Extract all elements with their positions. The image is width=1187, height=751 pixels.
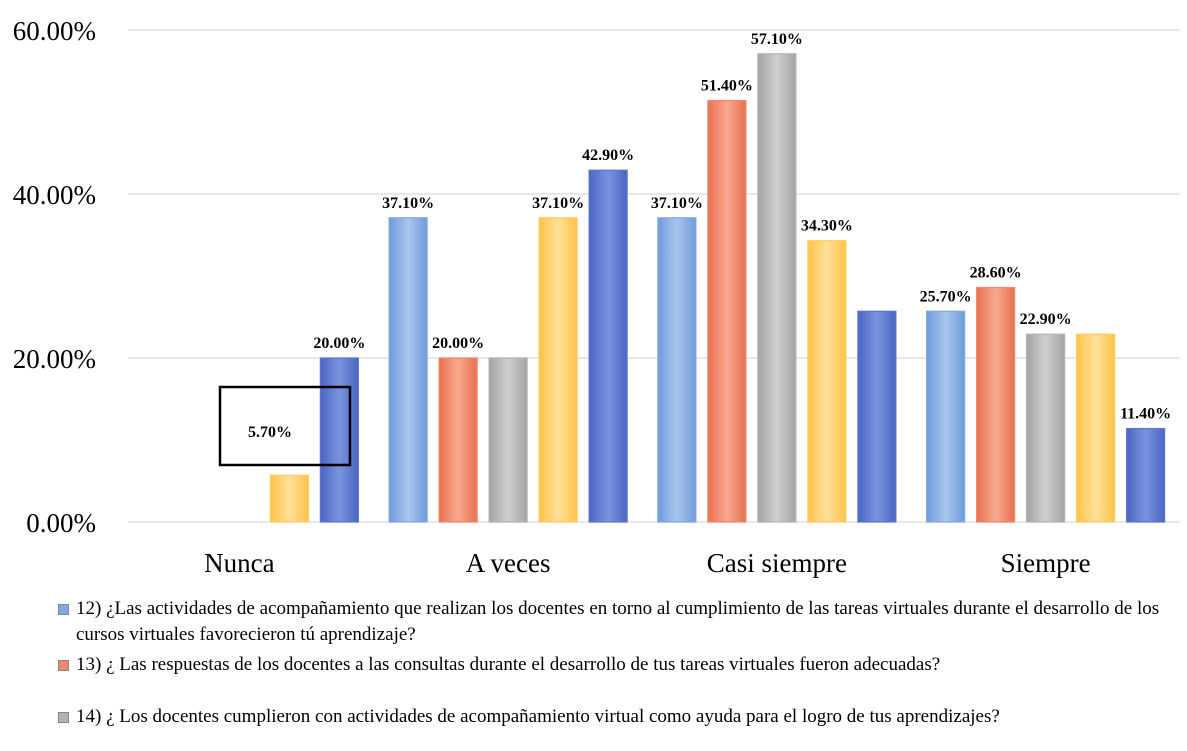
data-label: 20.00%	[313, 335, 365, 352]
data-label: 34.30%	[801, 218, 853, 235]
x-tick-label: Nunca	[204, 548, 274, 578]
legend-label-14: 14) ¿ Los docentes cumplieron con activi…	[76, 706, 1000, 727]
bar	[269, 474, 309, 523]
gridlines	[128, 29, 1180, 523]
y-tick-label: 60.00%	[13, 16, 96, 46]
bar	[1126, 427, 1166, 523]
bars	[269, 53, 1166, 523]
bar	[807, 240, 847, 523]
bar	[538, 217, 578, 523]
data-label: 51.40%	[701, 78, 753, 95]
legend-label-12: 12) ¿Las actividades de acompañamiento q…	[76, 598, 1160, 645]
x-tick-label: A veces	[466, 548, 551, 578]
bar	[857, 310, 897, 523]
bar-chart: 0.00% 20.00% 40.00% 60.00% 5.70% 20.00% 37.10…	[13, 16, 1180, 578]
data-label: 5.70%	[248, 424, 292, 441]
bar	[388, 217, 428, 523]
bar	[657, 217, 697, 523]
data-label: 11.40%	[1120, 406, 1171, 423]
y-tick-label: 20.00%	[13, 344, 96, 374]
legend-item-14: 14) ¿ Los docentes cumplieron con activi…	[56, 704, 1176, 730]
data-label: 25.70%	[920, 288, 972, 305]
legend-item-13: 13) ¿ Las respuestas de los docentes a l…	[56, 652, 1176, 678]
y-tick-label: 40.00%	[13, 180, 96, 210]
legend-swatch-12	[58, 604, 69, 615]
data-label: 57.10%	[751, 31, 803, 48]
bar	[319, 357, 359, 523]
legend-item-12: 12) ¿Las actividades de acompañamiento q…	[56, 596, 1176, 648]
legend-swatch-14	[58, 712, 69, 723]
legend-label-13: 13) ¿ Las respuestas de los docentes a l…	[76, 654, 941, 675]
x-axis-ticks: Nunca A veces Casi siempre Siempre	[204, 548, 1090, 578]
data-label: 28.60%	[970, 264, 1022, 281]
data-label: 37.10%	[532, 195, 584, 212]
legend: 12) ¿Las actividades de acompañamiento q…	[56, 596, 1176, 734]
data-labels: 5.70% 20.00% 37.10% 20.00% 37.10% 42.90% 37.10…	[248, 31, 1171, 441]
bar	[1076, 333, 1116, 523]
x-tick-label: Casi siempre	[707, 548, 847, 578]
highlight-box	[218, 385, 352, 467]
data-label: 37.10%	[382, 195, 434, 212]
bar	[438, 357, 478, 523]
data-label: 42.90%	[582, 147, 634, 164]
bar	[976, 286, 1016, 523]
bar	[588, 169, 628, 523]
data-label: 20.00%	[432, 335, 484, 352]
data-label: 37.10%	[651, 195, 703, 212]
bar	[1026, 333, 1066, 523]
x-tick-label: Siempre	[1001, 548, 1091, 578]
bar	[707, 99, 747, 523]
bar	[926, 310, 966, 523]
y-axis-ticks: 0.00% 20.00% 40.00% 60.00%	[13, 16, 96, 538]
legend-swatch-13	[58, 660, 69, 671]
bar	[757, 53, 797, 523]
bar	[488, 357, 528, 523]
data-label: 22.90%	[1020, 311, 1072, 328]
y-tick-label: 0.00%	[26, 508, 96, 538]
